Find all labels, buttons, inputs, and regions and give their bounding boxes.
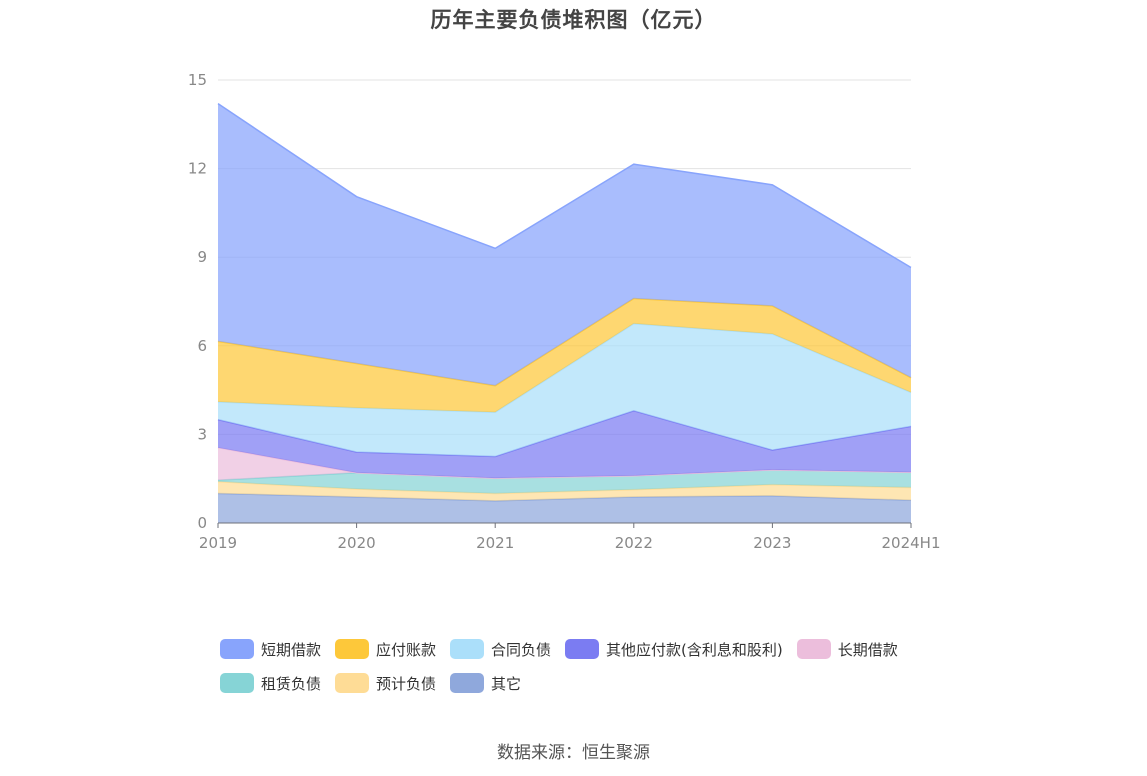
- y-tick-label: 6: [197, 337, 207, 355]
- x-tick-label: 2023: [753, 534, 791, 552]
- y-tick-label: 12: [188, 160, 207, 178]
- y-tick-label: 15: [188, 71, 207, 89]
- area-series: [217, 103, 912, 523]
- legend-item[interactable]: 合同负债: [450, 638, 551, 660]
- legend-label: 短期借款: [261, 640, 322, 659]
- legend-label: 合同负债: [491, 640, 552, 659]
- series-area-4: [218, 410, 911, 479]
- legend: 短期借款 应付账款 合同负债 其他应付款(含利息和股利) 长期借款租赁负债 预计负债 其它: [220, 638, 980, 694]
- legend-label: 应付账款: [376, 640, 437, 659]
- x-tick-label: 2022: [615, 534, 653, 552]
- data-source: 数据来源：恒生聚源: [497, 743, 650, 763]
- axes: 0 3 6 9 12 15 2019 2020 2021 2022 2023 2024H1: [188, 71, 941, 552]
- x-tick-label: 2020: [338, 534, 376, 552]
- y-tick-label: 9: [197, 248, 207, 266]
- legend-swatch: [565, 639, 600, 659]
- legend-swatch: [450, 639, 485, 659]
- legend-label: 租赁负债: [261, 674, 322, 693]
- legend-label: 长期借款: [837, 640, 898, 659]
- legend-swatch: [796, 639, 831, 659]
- legend-swatch: [450, 673, 485, 693]
- legend-item[interactable]: 长期借款: [796, 638, 898, 660]
- legend-swatch: [220, 673, 254, 693]
- chart-title: 历年主要负债堆积图（亿元）: [430, 8, 717, 32]
- legend-swatch: [220, 639, 254, 659]
- series-line-7: [217, 103, 912, 269]
- legend-item[interactable]: 预计负债: [335, 672, 436, 694]
- legend-item[interactable]: 其它: [450, 672, 521, 694]
- series-line-6: [217, 297, 912, 387]
- legend-item[interactable]: 其他应付款(含利息和股利): [565, 638, 783, 660]
- series-area-5: [218, 323, 911, 457]
- legend-label: 预计负债: [376, 674, 437, 693]
- legend-item[interactable]: 租赁负债: [220, 672, 321, 694]
- series-area-0: [218, 493, 911, 523]
- x-tick-label: 2024H1: [882, 534, 941, 552]
- series-area-2: [218, 469, 911, 494]
- y-tick-label: 3: [197, 425, 207, 443]
- series-area-6: [218, 298, 911, 413]
- y-tick-label: 0: [197, 514, 207, 532]
- legend-item[interactable]: 应付账款: [335, 638, 436, 660]
- x-tick-label: 2019: [199, 534, 237, 552]
- series-area-7: [218, 103, 911, 386]
- legend-label: 其他应付款(含利息和股利): [606, 640, 783, 659]
- legend-item[interactable]: 短期借款: [220, 638, 321, 660]
- legend-label: 其它: [491, 674, 522, 693]
- legend-swatch: [335, 673, 370, 693]
- stacked-area-chart: 0 3 6 9 12 15 2019 2020 2021 2022 2023 2024H1: [188, 71, 941, 552]
- x-tick-label: 2021: [476, 534, 514, 552]
- legend-swatch: [335, 639, 370, 659]
